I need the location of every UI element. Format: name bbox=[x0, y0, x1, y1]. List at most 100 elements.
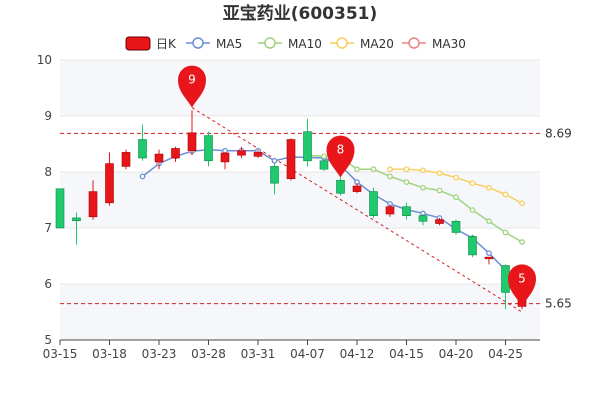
marker-pin bbox=[178, 65, 206, 108]
grid-band bbox=[60, 284, 540, 340]
x-tick-label: 03-31 bbox=[241, 347, 276, 361]
ma-point-ma20 bbox=[469, 180, 476, 187]
candle-body bbox=[72, 217, 81, 222]
marker-label: 5 bbox=[518, 271, 526, 285]
trend-line bbox=[191, 107, 523, 313]
candle-body bbox=[121, 152, 131, 167]
ma-point-ma20 bbox=[403, 166, 410, 173]
ma-point-ma10 bbox=[420, 184, 426, 191]
candle-body bbox=[402, 206, 411, 216]
ma-point-ma10 bbox=[370, 166, 377, 173]
candle-body bbox=[220, 152, 230, 163]
candle-body bbox=[105, 163, 114, 204]
candle-body bbox=[171, 148, 180, 159]
candle-body bbox=[352, 185, 362, 192]
reference-line-label: 8.69 bbox=[545, 126, 572, 140]
x-tick-label: 04-25 bbox=[488, 347, 523, 361]
ma-point-ma5 bbox=[486, 250, 492, 257]
ma-point-ma10 bbox=[436, 187, 443, 194]
candle-body bbox=[418, 215, 428, 222]
candle-body bbox=[336, 180, 345, 194]
candle-body bbox=[187, 132, 197, 152]
markers: 9 8 5 bbox=[178, 65, 536, 307]
ma-point-ma20 bbox=[387, 166, 393, 173]
grid-band bbox=[60, 116, 540, 172]
candle-body bbox=[303, 131, 312, 162]
ma-point-ma10 bbox=[453, 194, 459, 201]
candle-body bbox=[484, 256, 494, 260]
legend-swatch-marker bbox=[336, 37, 348, 49]
legend-swatch-marker bbox=[264, 37, 276, 49]
legend-label: MA5 bbox=[216, 37, 242, 51]
y-tick-label: 5 bbox=[44, 333, 52, 347]
grid-band bbox=[60, 228, 540, 284]
candle-body bbox=[154, 153, 164, 163]
ma-point-ma10 bbox=[321, 153, 327, 160]
candle-body bbox=[369, 191, 378, 216]
marker-pin bbox=[326, 135, 355, 178]
chart-title: 亚宝药业(600351) bbox=[223, 3, 378, 24]
candles bbox=[55, 110, 527, 310]
x-tick-label: 04-20 bbox=[439, 347, 474, 361]
ma-point-ma5 bbox=[139, 173, 146, 180]
candle-body bbox=[270, 166, 279, 184]
ma-point-ma20 bbox=[519, 200, 525, 207]
axes: 5 6 7 8 9 10 03-15 03-18 03-23 03-28 03-31 04-07 04-… bbox=[37, 53, 540, 361]
candle-body bbox=[237, 150, 246, 156]
chart-legend: 日K MA5 MA10 MA20 MA30 bbox=[125, 36, 466, 51]
marker-label: 9 bbox=[188, 73, 196, 87]
marker-label: 8 bbox=[337, 143, 345, 157]
ma-point-ma20 bbox=[453, 174, 459, 181]
x-tick-label: 04-07 bbox=[290, 347, 325, 361]
grid-band bbox=[60, 60, 540, 116]
ma-point-ma10 bbox=[403, 179, 410, 185]
legend-swatch-candle bbox=[125, 36, 151, 51]
candle-body bbox=[138, 139, 147, 159]
grid bbox=[60, 59, 540, 341]
ma-point-ma10 bbox=[519, 239, 525, 245]
candle-body bbox=[451, 220, 461, 233]
legend-label: MA20 bbox=[360, 37, 394, 51]
grid-band bbox=[60, 172, 540, 228]
legend-label: MA10 bbox=[288, 37, 322, 51]
candle-body bbox=[88, 191, 98, 218]
x-tick-label: 03-23 bbox=[142, 347, 177, 361]
y-tick-label: 10 bbox=[37, 53, 52, 67]
ma-point-ma10 bbox=[387, 173, 393, 180]
ma-point-ma5 bbox=[271, 157, 278, 164]
x-tick-label: 04-12 bbox=[340, 347, 375, 361]
candle-body bbox=[385, 206, 395, 215]
marker-pin bbox=[508, 264, 536, 307]
ma-point-ma20 bbox=[436, 170, 443, 176]
ma-point-ma10 bbox=[502, 229, 509, 236]
legend-swatch-marker bbox=[192, 37, 204, 49]
legend-label: 日K bbox=[156, 37, 177, 51]
candle-body bbox=[468, 236, 477, 256]
y-tick-label: 8 bbox=[44, 165, 52, 179]
candle-body bbox=[253, 152, 263, 157]
candle-body bbox=[319, 160, 329, 170]
y-tick-label: 9 bbox=[44, 109, 52, 123]
x-tick-label: 03-28 bbox=[191, 347, 226, 361]
trend-line-path bbox=[191, 107, 523, 313]
x-tick-label: 04-15 bbox=[389, 347, 424, 361]
legend-swatch-marker bbox=[408, 37, 420, 49]
candle-body bbox=[204, 135, 213, 162]
ma-point-ma5 bbox=[222, 147, 228, 154]
ma-point-ma10 bbox=[354, 166, 360, 173]
reference-line-label: 5.65 bbox=[545, 297, 572, 311]
ma-point-ma10 bbox=[469, 207, 476, 213]
candle-body bbox=[435, 219, 444, 224]
legend-label: MA30 bbox=[432, 37, 466, 51]
ma-point-ma20 bbox=[420, 167, 426, 174]
y-tick-label: 7 bbox=[44, 221, 52, 235]
ma-point-ma20 bbox=[486, 184, 492, 191]
candle-body bbox=[55, 188, 65, 229]
candle-body bbox=[286, 139, 296, 180]
reference-lines: 8.69 5.65 bbox=[60, 126, 572, 311]
ma-point-ma10 bbox=[486, 218, 492, 225]
x-tick-label: 03-15 bbox=[43, 347, 78, 361]
ma-point-ma20 bbox=[502, 191, 509, 198]
x-tick-label: 03-18 bbox=[92, 347, 127, 361]
